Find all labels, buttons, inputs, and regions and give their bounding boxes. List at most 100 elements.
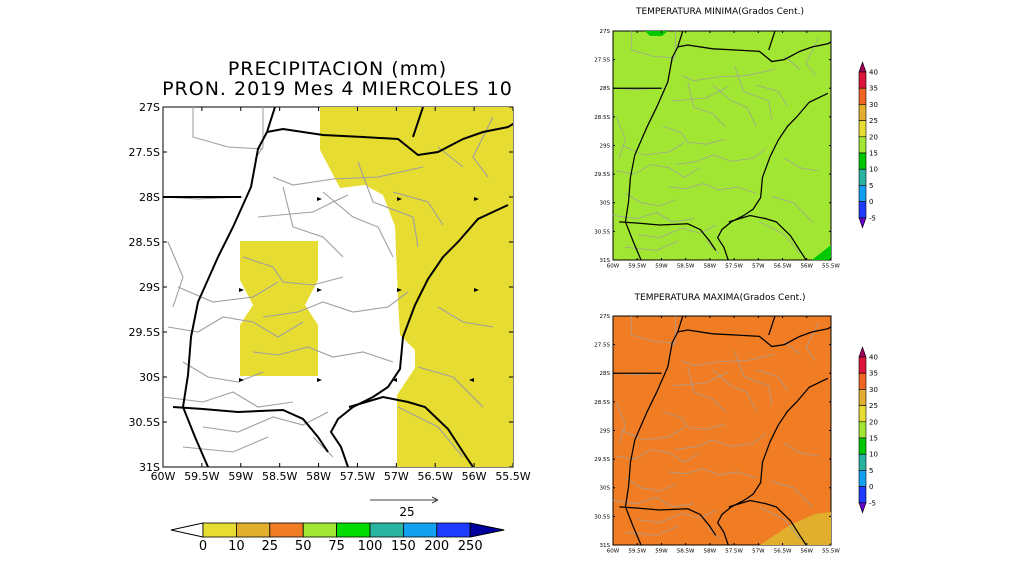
colorbar-segment bbox=[302, 522, 338, 538]
tmax-colorbar-segment bbox=[858, 453, 867, 471]
precip-lon-label: 58.5W bbox=[262, 470, 297, 483]
tmax-colorbar-label: 25 bbox=[869, 402, 878, 410]
tmax-lat-label: 29.5S bbox=[594, 457, 610, 463]
tmin-lat-label: 30S bbox=[600, 201, 611, 207]
tmin-colorbar-segment bbox=[858, 120, 867, 138]
colorbar-label: 250 bbox=[458, 539, 483, 554]
colorbar-low-triangle bbox=[170, 522, 204, 538]
precip-lon-label: 60W bbox=[151, 470, 176, 483]
precip-lat-label: 31S bbox=[139, 461, 160, 474]
tmax-map: 27S 27.5S 28S 28.5S 29S 29.5S 30S 30.5S 31S 60W 5… bbox=[594, 314, 878, 555]
tmin-colorbar-label: 25 bbox=[869, 117, 878, 125]
precip-lon-label: 58W bbox=[306, 470, 331, 483]
tmin-colorbar-segment bbox=[858, 201, 867, 219]
tmin-title: TEMPERATURA MINIMA(Grados Cent.) bbox=[635, 7, 805, 17]
tmin-colorbar-segment bbox=[858, 168, 867, 186]
tmax-colorbar-bottom bbox=[858, 502, 867, 514]
colorbar-label: 25 bbox=[262, 539, 279, 554]
precip-lat-label: 29S bbox=[139, 281, 160, 294]
tmin-lon-label: 55.5W bbox=[822, 264, 840, 270]
tmin-lat-label: 29S bbox=[600, 143, 611, 149]
tmax-lat-label: 30.5S bbox=[594, 514, 610, 520]
tmin-colorbar bbox=[858, 61, 867, 229]
tmax-colorbar-segment bbox=[858, 421, 867, 439]
tmin-lon-label: 57W bbox=[752, 264, 765, 270]
tmin-colorbar-label: 0 bbox=[869, 198, 873, 206]
colorbar-label: 75 bbox=[328, 539, 345, 554]
precip-colorbar-labels: 0 10 25 50 75 100 150 200 250 bbox=[199, 539, 483, 554]
precip-lon-label: 59W bbox=[228, 470, 253, 483]
precip-lon-label: 56W bbox=[462, 470, 487, 483]
precip-lat-label: 27S bbox=[139, 101, 160, 114]
tmin-lon-label: 58.5W bbox=[677, 264, 695, 270]
precip-lat-label: 29.5S bbox=[129, 326, 160, 339]
tmin-colorbar-label: 5 bbox=[869, 182, 873, 190]
colorbar-segment bbox=[202, 522, 237, 538]
tmin-lon-labels: 60W 59.5W 59W 58.5W 58W 57.5W 57W 56.5W 56W 55.5W bbox=[607, 264, 841, 270]
tmin-colorbar-labels: 40 35 30 25 20 15 10 5 0 -5 bbox=[869, 69, 878, 223]
precip-map: 27S 27.5S 28S 28.5S 29S 29.5S 30S 30.5S 31S 60W 5… bbox=[129, 101, 531, 554]
colorbar-label: 10 bbox=[228, 539, 245, 554]
tmin-lon-label: 56W bbox=[801, 264, 814, 270]
tmin-colorbar-bottom bbox=[858, 217, 867, 229]
tmin-colorbar-top bbox=[858, 61, 867, 73]
tmax-colorbar-label: 35 bbox=[869, 370, 878, 378]
tmin-colorbar-segment bbox=[858, 104, 867, 121]
tmin-lon-label: 59W bbox=[655, 264, 668, 270]
precip-ticks bbox=[162, 106, 514, 468]
tmax-lat-label: 27S bbox=[600, 314, 611, 320]
wind-vectors bbox=[239, 197, 479, 382]
tmax-colorbar-label: -5 bbox=[869, 499, 876, 507]
tmin-lat-label: 28.5S bbox=[594, 115, 610, 121]
tmax-lon-label: 56.5W bbox=[774, 549, 792, 555]
colorbar-label: 150 bbox=[391, 539, 416, 554]
precip-lat-label: 27.5S bbox=[129, 146, 160, 159]
colorbar-label: 100 bbox=[358, 539, 383, 554]
colorbar-segment bbox=[369, 522, 404, 538]
precip-lon-label: 57.5W bbox=[340, 470, 375, 483]
tmax-colorbar-label: 40 bbox=[869, 354, 878, 362]
tmin-colorbar-label: 30 bbox=[869, 101, 878, 109]
tmin-ticks bbox=[612, 30, 832, 261]
tmax-colorbar-segment bbox=[858, 356, 867, 374]
tmax-lon-label: 56W bbox=[801, 549, 814, 555]
tmax-lon-label: 58W bbox=[704, 549, 717, 555]
tmax-lat-label: 27.5S bbox=[594, 343, 610, 349]
tmax-colorbar-label: 30 bbox=[869, 386, 878, 394]
tmax-lat-labels: 27S 27.5S 28S 28.5S 29S 29.5S 30S 30.5S 31S bbox=[594, 314, 610, 549]
tmin-lon-label: 56.5W bbox=[774, 264, 792, 270]
tmin-lon-label: 58W bbox=[704, 264, 717, 270]
tmin-lon-label: 59.5W bbox=[628, 264, 646, 270]
precip-lon-labels: 60W 59.5W 59W 58.5W 58W 57.5W 57W 56.5W 56W 55.5W bbox=[151, 470, 531, 483]
tmax-lat-label: 29S bbox=[600, 428, 611, 434]
tmin-lon-label: 57.5W bbox=[725, 264, 743, 270]
tmin-lat-label: 29.5S bbox=[594, 172, 610, 178]
tmax-colorbar-top bbox=[858, 346, 867, 358]
vector-reference-label: 25 bbox=[399, 505, 414, 519]
tmin-lat-label: 27.5S bbox=[594, 58, 610, 64]
tmax-lat-label: 30S bbox=[600, 486, 611, 492]
precip-title-line2: PRON. 2019 Mes 4 MIERCOLES 10 bbox=[162, 78, 513, 100]
colorbar-segment bbox=[402, 522, 438, 538]
precip-title-line1: PRECIPITACION (mm) bbox=[227, 58, 448, 80]
tmax-lat-label: 31S bbox=[600, 543, 611, 549]
tmax-colorbar-segment bbox=[858, 405, 867, 423]
precip-lon-label: 56.5W bbox=[418, 470, 453, 483]
tmax-lon-label: 57W bbox=[752, 549, 765, 555]
tmax-colorbar-segment bbox=[858, 389, 867, 406]
tmin-colorbar-segment bbox=[858, 152, 867, 170]
tmin-colorbar-segment bbox=[858, 185, 867, 202]
tmax-colorbar-label: 20 bbox=[869, 418, 878, 426]
tmax-ticks bbox=[612, 315, 832, 546]
tmin-colorbar-label: 15 bbox=[869, 150, 878, 158]
precip-lat-labels: 27S 27.5S 28S 28.5S 29S 29.5S 30S 30.5S 31S bbox=[129, 101, 160, 474]
precip-lon-label: 57W bbox=[384, 470, 409, 483]
colorbar-segment bbox=[436, 522, 471, 538]
tmin-colorbar-segment bbox=[858, 136, 867, 154]
precip-lon-label: 55.5W bbox=[495, 470, 530, 483]
vector-reference-arrow bbox=[370, 496, 439, 504]
tmin-colorbar-label: -5 bbox=[869, 214, 876, 222]
tmin-lon-label: 60W bbox=[607, 264, 620, 270]
colorbar-label: 0 bbox=[199, 539, 207, 554]
